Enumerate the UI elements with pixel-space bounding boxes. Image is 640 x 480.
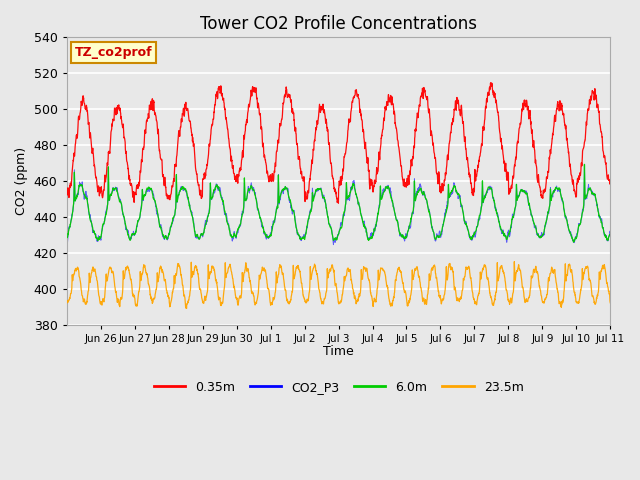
- Title: Tower CO2 Profile Concentrations: Tower CO2 Profile Concentrations: [200, 15, 477, 33]
- Text: TZ_co2prof: TZ_co2prof: [75, 46, 152, 59]
- Y-axis label: CO2 (ppm): CO2 (ppm): [15, 147, 28, 215]
- X-axis label: Time: Time: [323, 345, 354, 358]
- Legend: 0.35m, CO2_P3, 6.0m, 23.5m: 0.35m, CO2_P3, 6.0m, 23.5m: [148, 376, 529, 399]
